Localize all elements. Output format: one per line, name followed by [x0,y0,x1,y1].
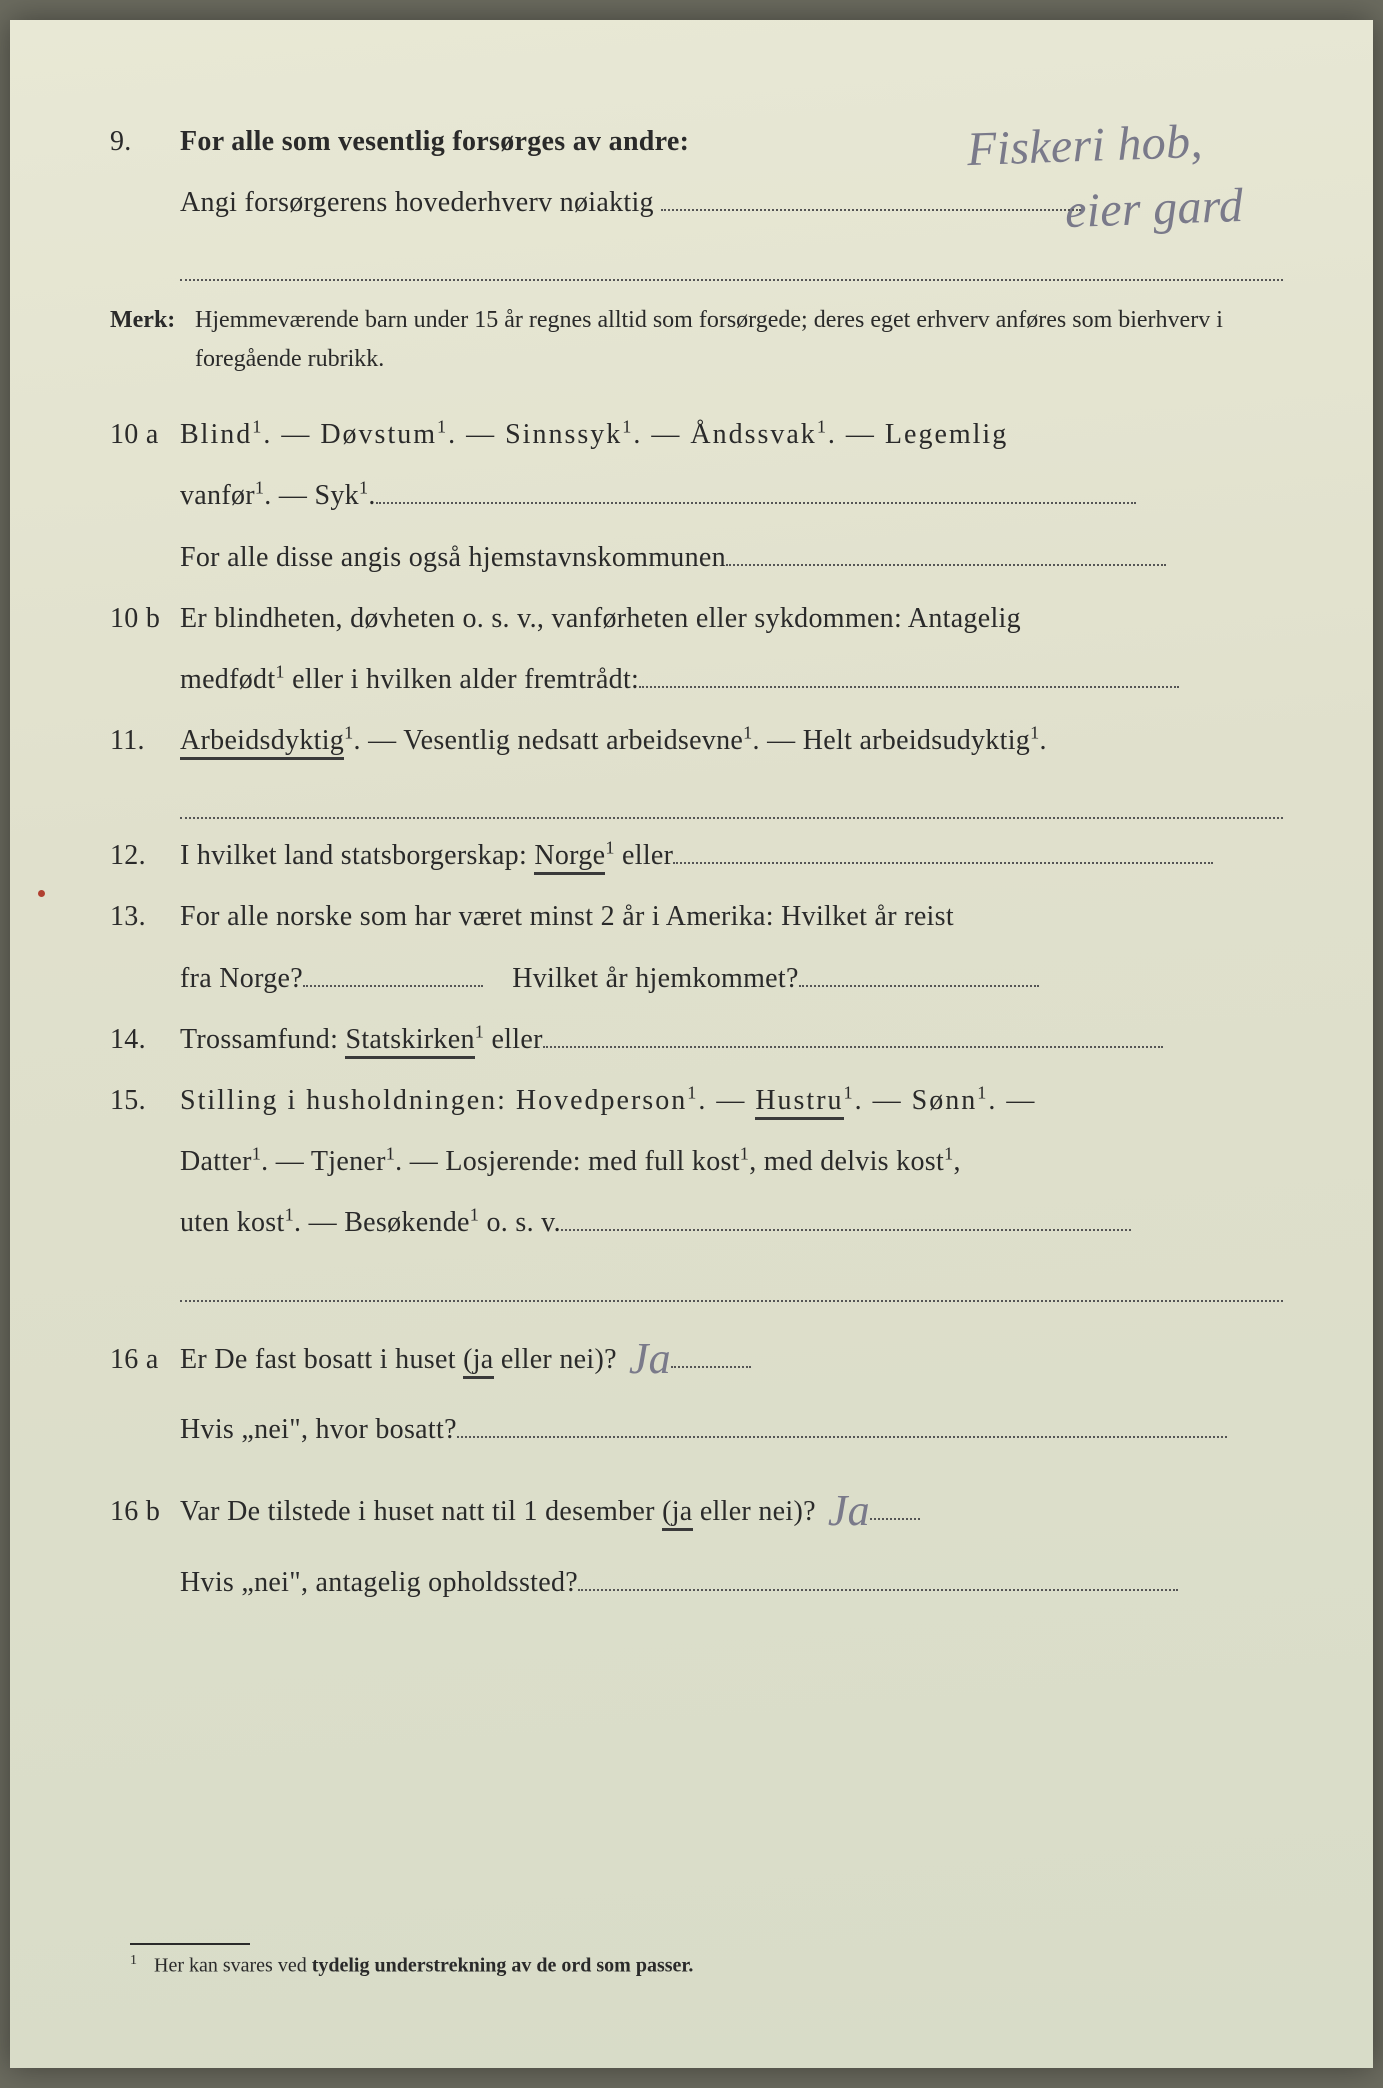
q15-line2: Datter1. — Tjener1. — Losjerende: med fu… [110,1135,1283,1188]
q12-number: 12. [110,829,180,882]
question-10b: 10 b Er blindheten, døvheten o. s. v., v… [110,592,1283,645]
fill-line-full [180,1300,1283,1302]
fill-line [303,959,483,987]
margin-marker [38,890,45,897]
question-13: 13. For alle norske som har været minst … [110,890,1283,943]
q10a-line3: For alle disse angis også hjemstavnskomm… [110,531,1283,584]
fill-line [671,1340,751,1368]
handwritten-ja-2: Ja [828,1469,870,1553]
fill-line [661,183,1081,211]
q10a-line2: vanfør1. — Syk1. [110,469,1283,522]
q9-content: For alle som vesentlig forsørges av andr… [180,115,1283,168]
fill-line [726,538,1166,566]
q9-number: 9. [110,115,180,168]
fill-line [457,1410,1227,1438]
footnote-bold: tydelig understrekning av de ord som pas… [312,1955,694,1977]
q16b-line2: Hvis „nei", antagelig opholdssted? [110,1556,1283,1609]
merk-note: Merk: Hjemmeværende barn under 15 år reg… [110,301,1283,378]
question-9: 9. For alle som vesentlig forsørges av a… [110,115,1283,168]
fill-line [376,476,1136,504]
merk-label: Merk: [110,301,195,378]
footnote: 1 Her kan svares ved tydelig understrekn… [130,1943,693,1978]
q16a-line2: Hvis „nei", hvor bosatt? [110,1403,1283,1456]
fill-line [799,959,1039,987]
q11-number: 11. [110,714,180,767]
fill-line [673,836,1213,864]
q16a-number: 16 a [110,1333,180,1386]
handwritten-ja-1: Ja [629,1317,671,1401]
q9-line2: Angi forsørgerens hovederhverv nøiaktig [110,176,1283,229]
q15-line3: uten kost1. — Besøkende1 o. s. v. [110,1196,1283,1249]
q10b-number: 10 b [110,592,180,645]
question-10a: 10 a Blind1. — Døvstum1. — Sinnssyk1. — … [110,408,1283,461]
fill-line [639,660,1179,688]
footnote-text: Her kan svares ved [154,1955,312,1977]
q9-bold-text: For alle som vesentlig forsørges av andr… [180,126,689,157]
fill-line [561,1203,1131,1231]
q15-number: 15. [110,1074,180,1127]
q9-line2-text: Angi forsørgerens hovederhverv nøiaktig [180,187,654,218]
fill-line-full [180,279,1283,281]
q14-number: 14. [110,1013,180,1066]
document-page: 9. For alle som vesentlig forsørges av a… [10,20,1373,2068]
question-15: 15. Stilling i husholdningen: Hovedperso… [110,1074,1283,1127]
question-11: 11. Arbeidsdyktig1. — Vesentlig nedsatt … [110,714,1283,767]
question-14: 14. Trossamfund: Statskirken1 eller [110,1013,1283,1066]
footnote-marker: 1 [130,1953,137,1968]
footnote-rule [130,1943,250,1945]
q10a-number: 10 a [110,408,180,461]
question-16a: 16 a Er De fast bosatt i huset (ja eller… [110,1312,1283,1396]
fill-line-full [180,817,1283,819]
question-16b: 16 b Var De tilstede i huset natt til 1 … [110,1464,1283,1548]
q13-number: 13. [110,890,180,943]
question-12: 12. I hvilket land statsborgerskap: Norg… [110,829,1283,882]
fill-line [578,1563,1178,1591]
q13-line2: fra Norge? Hvilket år hjemkommet? [110,952,1283,1005]
q16b-number: 16 b [110,1485,180,1538]
q10b-line2: medfødt1 eller i hvilken alder fremtrådt… [110,653,1283,706]
fill-line [870,1492,920,1520]
merk-text: Hjemmeværende barn under 15 år regnes al… [195,301,1283,378]
fill-line [543,1020,1163,1048]
